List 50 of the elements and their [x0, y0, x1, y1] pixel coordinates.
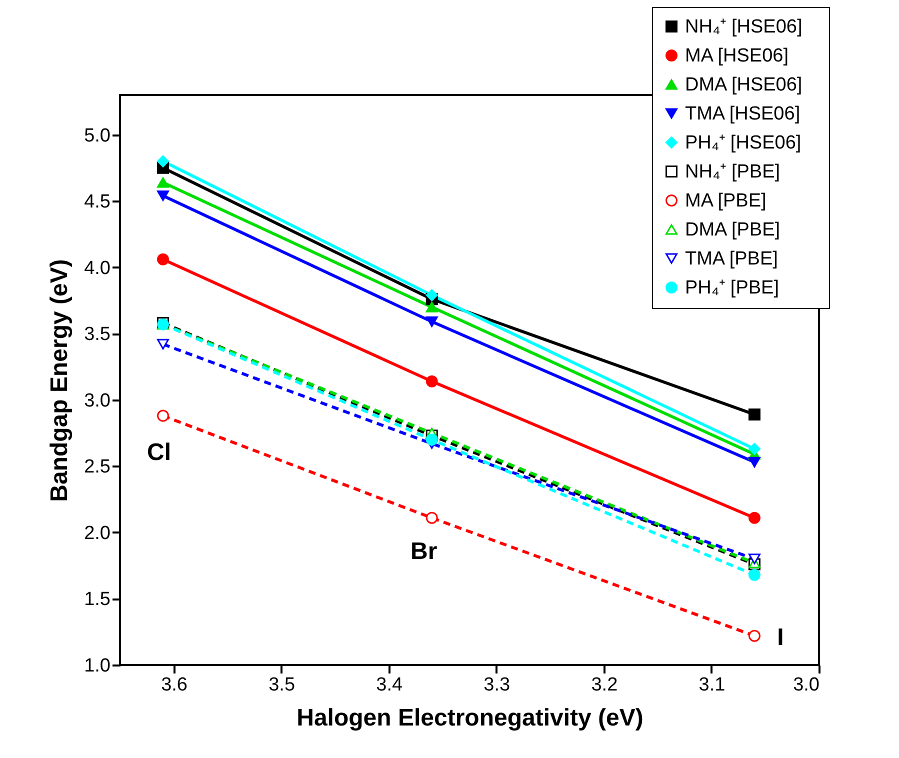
annotation: I: [777, 624, 784, 651]
point: [426, 434, 438, 446]
point: [748, 456, 760, 468]
point: [748, 568, 760, 581]
legend-label: PH₄⁺ [HSE06]: [685, 132, 802, 154]
point: [426, 316, 438, 327]
legend-label: MA [HSE06]: [685, 46, 788, 66]
y-axis-title: Bandgap Energy (eV): [46, 259, 74, 502]
x-tick-label: 3.1: [698, 674, 726, 696]
point: [426, 302, 438, 312]
y-tick-label: 1.0: [84, 656, 110, 676]
annotation: Br: [410, 538, 438, 565]
point: [748, 554, 760, 564]
point: [426, 375, 438, 388]
x-tick-label: 3.3: [484, 674, 510, 696]
y-tick-label: 2.0: [84, 522, 110, 544]
legend-label: NH₄⁺ [PBE]: [685, 162, 780, 182]
x-axis-title: Halogen Electronegativity (eV): [296, 704, 644, 732]
x-tick-label: 3.6: [161, 674, 188, 696]
point: [157, 155, 170, 168]
legend-label: PH₄⁺ [PBE]: [685, 278, 780, 298]
legend-label: TMA [HSE06]: [685, 104, 800, 124]
point: [157, 410, 170, 422]
y-tick-label: 2.5: [84, 456, 110, 478]
x-tick-label: 3.0: [793, 674, 820, 696]
legend-label: DMA [PBE]: [685, 220, 780, 240]
point: [426, 512, 438, 524]
legend-label: DMA [HSE06]: [685, 74, 802, 96]
y-tick-label: 4.0: [84, 258, 110, 279]
point: [157, 177, 170, 188]
point: [748, 408, 760, 420]
x-tick-label: 3.2: [591, 674, 618, 696]
legend-label: MA [PBE]: [685, 190, 766, 212]
point: [748, 630, 760, 642]
point: [157, 190, 170, 202]
point: [426, 289, 438, 302]
x-tick-label: 3.4: [376, 674, 403, 696]
y-tick-label: 3.0: [84, 390, 110, 412]
y-tick-label: 5.0: [84, 125, 110, 146]
y-tick-label: 3.5: [84, 324, 110, 346]
legend-label: TMA [PBE]: [685, 248, 778, 270]
annotation: Cl: [147, 438, 172, 466]
legend-label: NH₄⁺ [HSE06]: [685, 16, 802, 38]
point: [157, 253, 170, 266]
point: [748, 442, 760, 455]
y-tick-label: 4.5: [84, 192, 110, 213]
y-tick-label: 1.5: [84, 589, 110, 610]
point: [157, 338, 170, 350]
point: [748, 512, 760, 524]
x-tick-label: 3.5: [268, 674, 296, 696]
